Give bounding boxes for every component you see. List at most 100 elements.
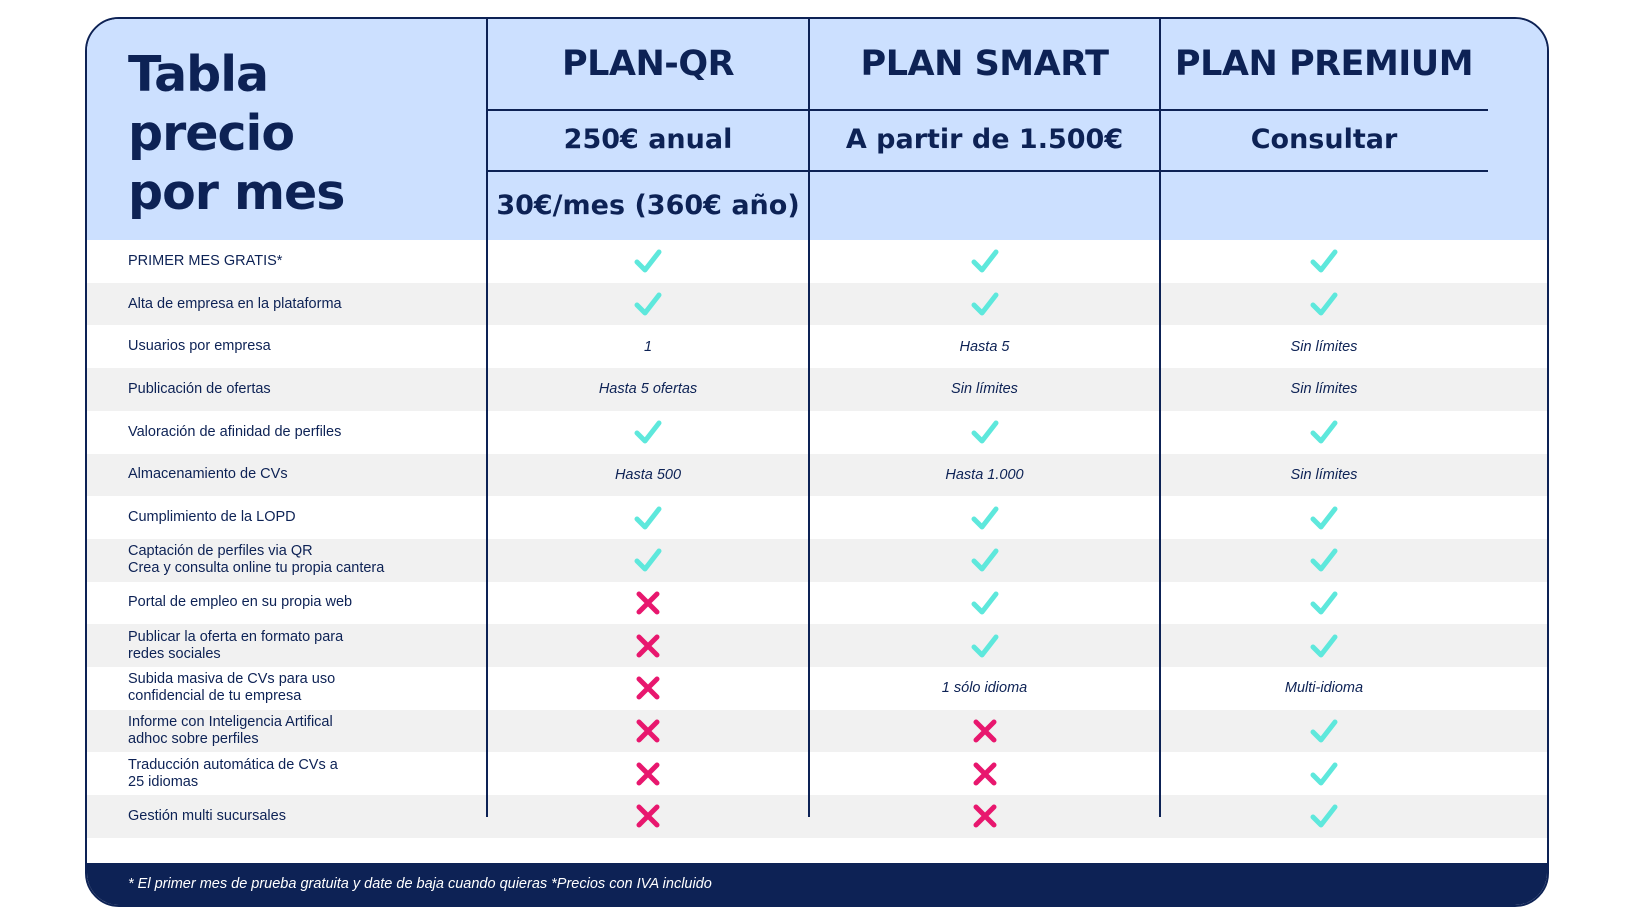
check-icon — [1160, 752, 1488, 795]
check-icon — [809, 411, 1160, 454]
plan-value-text: Multi-idioma — [1284, 680, 1364, 697]
check-icon — [809, 240, 1160, 283]
feature-label-line: Traducción automática de CVs a — [128, 756, 338, 773]
plan-value-text: Hasta 5 ofertas — [598, 381, 698, 398]
feature-label-line: Crea y consulta online tu propia cantera — [128, 560, 385, 577]
feature-label-line: Alta de empresa en la plataforma — [128, 295, 342, 312]
plan-name-1: PLAN-QR — [561, 44, 735, 84]
check-icon — [487, 283, 809, 326]
pricing-table: Tabla precio por mes PLAN-QR 250€ anual 30… — [85, 17, 1549, 907]
plan-value: Hasta 500 — [487, 454, 809, 497]
check-icon — [1160, 240, 1488, 283]
feature-label: Publicación de ofertas — [128, 368, 271, 411]
table-header: Tabla precio por mes PLAN-QR 250€ anual 30… — [87, 19, 1547, 240]
title-line: por mes — [128, 164, 345, 221]
check-icon — [487, 411, 809, 454]
plan-price-monthly-1: 30€/mes (360€ año) — [496, 189, 800, 221]
cross-icon — [487, 752, 809, 795]
cross-icon — [487, 624, 809, 667]
check-icon — [1160, 496, 1488, 539]
feature-label: PRIMER MES GRATIS* — [128, 240, 282, 283]
table-row: Subida masiva de CVs para uso confidencia… — [87, 667, 1547, 710]
plan-value-text: 1 — [643, 338, 653, 355]
feature-label-line: redes sociales — [128, 645, 221, 662]
feature-label: Publicar la oferta en formato para redes … — [128, 624, 343, 667]
plan-value: 1 sólo idioma — [809, 667, 1160, 710]
feature-label: Portal de empleo en su propia web — [128, 582, 352, 625]
plan-value: Sin límites — [1160, 325, 1488, 368]
table-row: Captación de perfiles via QR Crea y consu… — [87, 538, 1547, 582]
plan-value-text: Hasta 1.000 — [945, 466, 1024, 483]
plan-value: Sin límites — [1160, 454, 1488, 497]
check-icon — [487, 240, 809, 283]
feature-label-line: Informe con Inteligencia Artifical — [128, 714, 333, 731]
feature-label-line: Subida masiva de CVs para uso — [128, 671, 336, 688]
plan-value-text: Hasta 500 — [614, 466, 682, 483]
feature-label-line: Usuarios por empresa — [128, 338, 271, 355]
feature-label-line: adhoc sobre perfiles — [128, 731, 259, 748]
feature-label-line: confidencial de tu empresa — [128, 688, 302, 705]
feature-label-line: Publicar la oferta en formato para — [128, 628, 344, 645]
check-icon — [809, 496, 1160, 539]
check-icon — [809, 624, 1160, 667]
feature-label-line: PRIMER MES GRATIS* — [128, 252, 283, 269]
table-row: Cumplimiento de la LOPD — [87, 496, 1547, 539]
footer-text: * El primer mes de prueba gratuita y dat… — [128, 876, 712, 892]
cross-icon — [809, 795, 1160, 838]
cross-icon — [487, 710, 809, 753]
feature-label: Cumplimiento de la LOPD — [128, 496, 296, 539]
plan-price-1: 250€ anual — [563, 124, 733, 155]
cross-icon — [487, 582, 809, 625]
table-row: PRIMER MES GRATIS* — [87, 240, 1547, 283]
table-row: Traducción automática de CVs a 25 idiomas — [87, 752, 1547, 795]
feature-label: Valoración de afinidad de perfiles — [128, 411, 341, 454]
check-icon — [1160, 624, 1488, 667]
cross-icon — [487, 795, 809, 838]
plan-value: Hasta 1.000 — [809, 454, 1160, 497]
title-line: precio — [128, 105, 295, 162]
plan-price-monthly-2 — [809, 170, 1160, 240]
plan-value-text: Sin límites — [951, 381, 1018, 398]
table-row: Portal de empleo en su propia web — [87, 582, 1547, 625]
plan-name-3: PLAN PREMIUM — [1174, 44, 1474, 84]
check-icon — [1160, 539, 1488, 582]
table-title: Tabla precio por mes — [128, 45, 345, 222]
plan-value-text: 1 sólo idioma — [941, 680, 1028, 697]
cross-icon — [809, 710, 1160, 753]
check-icon — [487, 496, 809, 539]
header-divider — [487, 170, 1488, 172]
plan-price-2: A partir de 1.500€ — [845, 124, 1124, 155]
feature-label-line: Valoración de afinidad de perfiles — [128, 423, 342, 440]
header-divider — [487, 109, 1488, 111]
check-icon — [1160, 411, 1488, 454]
feature-label: Captación de perfiles via QR Crea y consu… — [128, 539, 384, 582]
plan-value: Sin límites — [809, 368, 1160, 411]
feature-label: Subida masiva de CVs para uso confidencia… — [128, 667, 335, 710]
feature-label-line: Publicación de ofertas — [128, 380, 271, 397]
check-icon — [1160, 710, 1488, 753]
plan-value: Multi-idioma — [1160, 667, 1488, 710]
plan-name-2: PLAN SMART — [860, 44, 1109, 84]
plan-value-text: Hasta 5 — [959, 338, 1010, 355]
plan-value-text: Sin límites — [1290, 338, 1358, 355]
feature-label-line: 25 idiomas — [128, 773, 199, 790]
cross-icon — [809, 752, 1160, 795]
feature-label: Alta de empresa en la plataforma — [128, 283, 342, 326]
table-row: Gestión multi sucursales — [87, 795, 1547, 838]
plan-value: Sin límites — [1160, 368, 1488, 411]
feature-label-line: Captación de perfiles via QR — [128, 543, 313, 560]
plan-value-text: Sin límites — [1290, 466, 1358, 483]
feature-label-line: Almacenamiento de CVs — [128, 466, 288, 483]
check-icon — [809, 582, 1160, 625]
check-icon — [1160, 795, 1488, 838]
feature-label: Almacenamiento de CVs — [128, 454, 288, 497]
title-line: Tabla — [128, 46, 269, 103]
feature-label-line: Gestión multi sucursales — [128, 807, 286, 824]
check-icon — [1160, 582, 1488, 625]
plan-value: Hasta 5 ofertas — [487, 368, 809, 411]
table-row: Alta de empresa en la plataforma — [87, 282, 1547, 326]
plan-price-monthly-3 — [1160, 170, 1488, 240]
plan-value-text: Sin límites — [1290, 381, 1358, 398]
plan-value: Hasta 5 — [809, 325, 1160, 368]
table-row: Valoración de afinidad de perfiles — [87, 411, 1547, 454]
